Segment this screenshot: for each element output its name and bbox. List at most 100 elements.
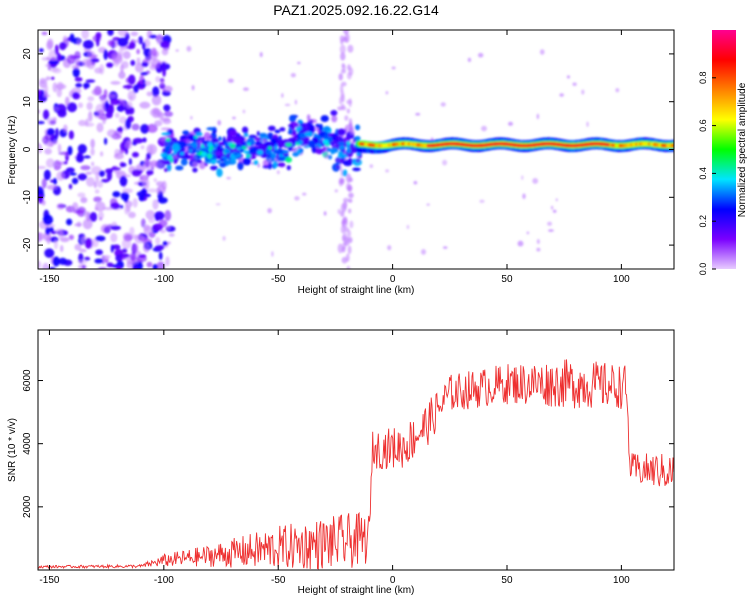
heatmap-cell bbox=[298, 132, 307, 139]
heatmap-cell bbox=[186, 45, 192, 52]
heatmap-cell bbox=[46, 128, 55, 136]
heatmap-cell bbox=[41, 31, 48, 36]
heatmap-cell bbox=[548, 229, 554, 232]
heatmap-cell bbox=[163, 85, 173, 93]
heatmap-cell bbox=[337, 208, 342, 215]
heatmap-cell bbox=[115, 254, 123, 262]
heatmap-cell bbox=[165, 256, 170, 267]
heatmap-cell bbox=[42, 109, 50, 120]
heatmap-cell bbox=[572, 82, 577, 86]
heatmap-cell bbox=[74, 243, 82, 251]
heatmap-x-tick-label: 100 bbox=[613, 274, 630, 285]
heatmap-cell bbox=[175, 165, 184, 171]
heatmap-cell bbox=[330, 109, 338, 116]
heatmap-cell bbox=[65, 167, 75, 173]
heatmap-cell bbox=[161, 48, 169, 56]
heatmap-cell bbox=[73, 209, 84, 214]
colorbar-label: Normalized spectral amplitude bbox=[737, 82, 748, 217]
heatmap-cell bbox=[195, 149, 200, 154]
heatmap-cell bbox=[132, 198, 138, 208]
heatmap-cell bbox=[56, 203, 65, 210]
heatmap-cell bbox=[338, 150, 344, 157]
heatmap-cell bbox=[331, 133, 339, 141]
heatmap-cell bbox=[228, 78, 234, 83]
heatmap-cell bbox=[68, 234, 75, 240]
heatmap-cell bbox=[77, 192, 86, 198]
heatmap-cell bbox=[222, 136, 226, 145]
heatmap-cell bbox=[228, 129, 237, 137]
heatmap-cell bbox=[172, 154, 179, 160]
heatmap-cell bbox=[385, 169, 390, 173]
heatmap-cell bbox=[125, 140, 133, 150]
heatmap-cell bbox=[200, 151, 207, 157]
heatmap-cell bbox=[67, 145, 73, 156]
heatmap-cell bbox=[164, 209, 172, 221]
heatmap-cell bbox=[346, 108, 350, 114]
heatmap-cell bbox=[141, 175, 148, 187]
heatmap-cell bbox=[195, 132, 203, 137]
heatmap-cell bbox=[78, 264, 87, 269]
heatmap-cell bbox=[97, 266, 108, 269]
heatmap-cell bbox=[132, 243, 139, 253]
snr-x-tick-label: 0 bbox=[390, 575, 396, 586]
heatmap-cell bbox=[298, 139, 303, 145]
heatmap-cell bbox=[72, 91, 80, 100]
heatmap-cell bbox=[87, 111, 93, 122]
heatmap-cell bbox=[95, 32, 102, 39]
heatmap-cell bbox=[297, 119, 303, 125]
snr-panel: -150 -100 -50 0 50 100 2000 4000 6000 Height of… bbox=[7, 329, 675, 596]
heatmap-cell bbox=[62, 35, 68, 43]
heatmap-cell bbox=[91, 161, 95, 167]
heatmap-cell bbox=[154, 244, 165, 251]
heatmap-cell bbox=[232, 116, 236, 120]
heatmap-cell bbox=[248, 134, 257, 139]
heatmap-cell bbox=[141, 218, 146, 228]
heatmap-cell bbox=[144, 156, 150, 168]
heatmap-cell bbox=[223, 158, 228, 164]
heatmap-cell bbox=[97, 180, 104, 188]
heatmap-cell bbox=[63, 161, 68, 165]
heatmap-cell bbox=[190, 115, 193, 120]
heatmap-cell bbox=[173, 151, 177, 155]
snr-y-ticks: 2000 4000 6000 bbox=[22, 369, 674, 518]
snr-frame bbox=[37, 329, 675, 571]
heatmap-cell bbox=[54, 44, 59, 55]
heatmap-cell bbox=[206, 153, 213, 160]
heatmap-cell bbox=[615, 88, 620, 93]
heatmap-cell bbox=[199, 161, 206, 170]
heatmap-cell bbox=[117, 37, 129, 47]
heatmap-cell bbox=[323, 211, 327, 216]
snr-x-tick-label: -50 bbox=[271, 575, 286, 586]
heatmap-cell bbox=[210, 165, 218, 171]
heatmap-cell bbox=[222, 235, 226, 241]
heatmap-cell bbox=[94, 114, 105, 119]
heatmap-cell bbox=[85, 171, 92, 175]
heatmap-cell bbox=[122, 188, 133, 194]
heatmap-cell bbox=[259, 132, 268, 137]
heatmap-cell bbox=[72, 67, 80, 78]
colorbar: 0.0 0.2 0.4 0.6 0.8 Normalized spectral ampl… bbox=[698, 30, 748, 275]
heatmap-cell bbox=[78, 102, 84, 109]
heatmap-cell bbox=[337, 128, 346, 136]
heatmap-cell bbox=[128, 74, 136, 85]
heatmap-cell bbox=[41, 199, 46, 206]
heatmap-cell bbox=[340, 81, 347, 87]
heatmap-cell bbox=[151, 58, 162, 69]
heatmap-cell bbox=[352, 167, 361, 172]
heatmap-cell bbox=[267, 132, 274, 140]
heatmap-cell bbox=[95, 172, 100, 183]
heatmap-cell bbox=[93, 196, 102, 203]
heatmap-cell bbox=[348, 237, 353, 244]
heatmap-cell bbox=[133, 39, 140, 43]
heatmap-cell bbox=[39, 78, 48, 82]
heatmap-cell bbox=[346, 141, 351, 146]
heatmap-cell bbox=[157, 112, 165, 119]
heatmap-cell bbox=[116, 265, 122, 269]
heatmap-cell bbox=[550, 205, 554, 210]
heatmap-cell bbox=[226, 135, 233, 141]
heatmap-cell bbox=[369, 164, 374, 168]
heatmap-cell bbox=[82, 218, 93, 230]
heatmap-cell bbox=[270, 153, 277, 159]
heatmap-cell bbox=[84, 122, 95, 127]
heatmap-cell bbox=[179, 152, 185, 156]
